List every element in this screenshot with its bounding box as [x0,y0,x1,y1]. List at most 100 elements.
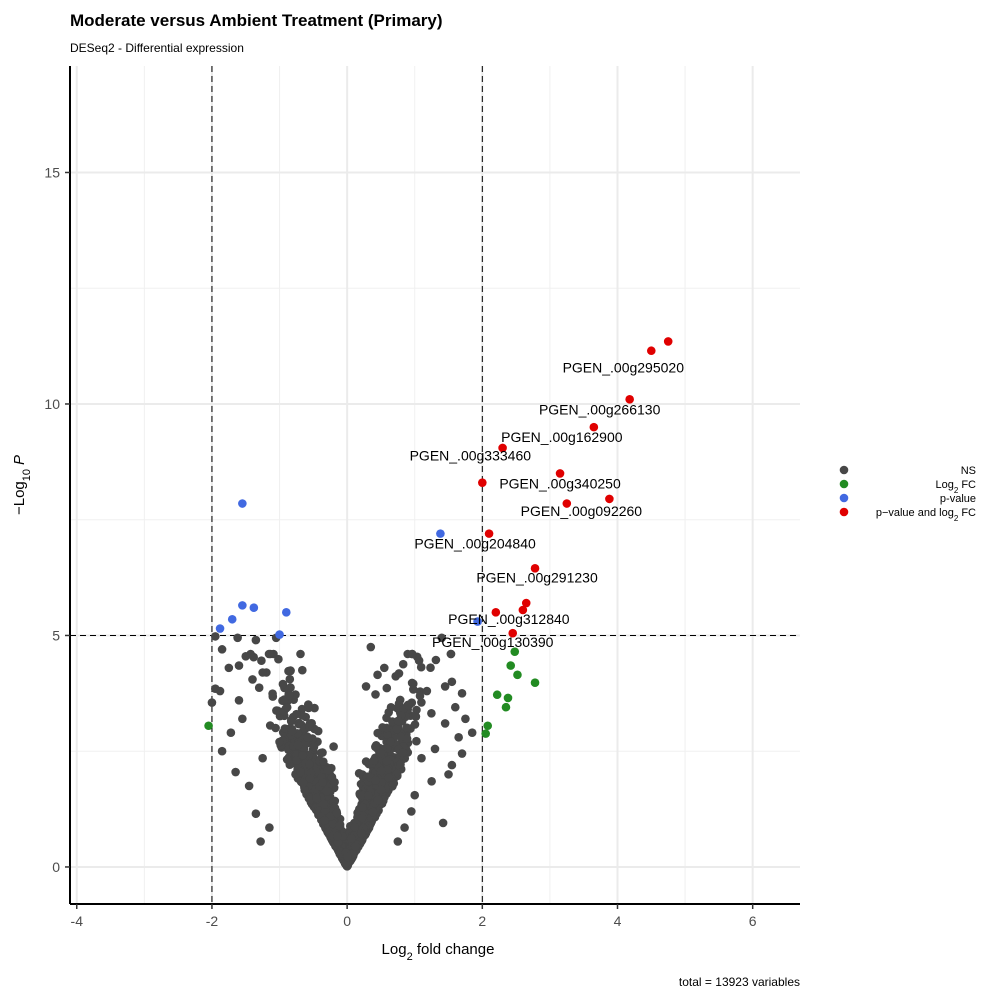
point-fc [492,690,502,700]
point-ns [361,682,371,691]
point-ns [251,635,261,645]
point-p [281,608,291,617]
point-p [249,603,259,612]
point-ns [256,837,265,846]
point-fc [481,729,490,738]
point-ns [431,655,441,665]
point-p [473,617,482,626]
legend-key-fc [839,479,849,489]
point-ns [292,756,301,765]
point-ns [282,703,292,712]
tick-labels: -4 -2 0 2 4 6 0 5 10 15 [44,164,756,929]
point-ns [371,776,380,785]
point-ns [407,807,416,816]
point-pfc [646,346,656,356]
point-ns [351,842,360,851]
point-ns [437,633,447,643]
point-ns [357,813,367,823]
point-fc [204,721,213,731]
point-ns [273,706,282,715]
point-ns [403,700,413,710]
point-label: PGEN_.00g266130 [539,401,661,417]
point-ns [373,728,383,738]
point-ns [333,832,342,841]
point-ns [358,803,368,812]
point-ns [461,714,470,724]
point-ns [257,656,266,665]
point-ns [410,790,420,800]
chart-title: Moderate versus Ambient Treatment (Prima… [70,11,443,30]
point-ns [335,821,344,831]
x-tick-label: 0 [343,913,351,929]
point-ns [444,770,453,779]
point-ns [234,695,244,705]
point-ns [321,806,330,815]
point-ns [298,665,307,675]
point-labels: PGEN_.00g295020 PGEN_.00g266130 PGEN_.00g1… [410,360,685,650]
point-pfc [589,422,599,432]
point-ns [454,733,463,742]
point-p [238,601,247,610]
point-ns [319,757,328,766]
point-pfc [530,564,540,573]
point-ns [376,785,386,794]
point-fc [530,678,540,687]
y-tick-label: 5 [52,627,60,643]
point-ns [298,751,308,760]
point-ns [382,683,392,693]
point-pfc [491,608,501,617]
point-ns [248,675,257,684]
point-ns [300,785,310,795]
point-ns [446,649,456,659]
point-ns [238,714,247,724]
point-ns [457,749,467,758]
point-ns [211,632,220,641]
caption: total = 13923 variables [679,975,800,989]
point-label: PGEN_.00g340250 [499,475,621,491]
point-p [238,499,247,508]
point-ns [332,808,342,818]
point-ns [393,837,403,846]
point-pfc [508,628,518,638]
point-ns [447,677,457,687]
point-pfc [555,469,565,478]
point-ns [293,740,303,750]
point-ns [330,777,339,787]
x-tick-label: -4 [71,913,84,929]
y-tick-label: 15 [44,164,60,180]
point-pfc [663,337,673,346]
point-ns [303,733,312,742]
point-fc [506,661,516,670]
point-ns [234,661,244,670]
point-ns [382,756,392,766]
point-ns [373,795,383,805]
point-label: PGEN_.00g130390 [432,634,554,650]
point-ns [278,679,288,689]
chart-subtitle: DESeq2 - Differential expression [70,41,244,55]
legend-label: Log2 FC [935,479,976,495]
point-ns [305,719,315,728]
point-ns [215,686,225,696]
point-ns [343,852,352,861]
x-tick-label: 6 [749,913,757,929]
point-p [275,630,284,639]
point-ns [402,734,412,743]
point-ns [258,753,267,763]
point-ns [217,645,227,654]
point-ns [450,702,460,712]
point-fc [483,721,493,731]
point-ns [217,746,227,756]
point-ns [417,753,426,763]
point-ns [241,652,251,661]
point-ns [440,682,450,691]
point-ns [394,669,404,678]
legend-key-pfc [839,507,849,517]
point-ns [249,652,258,662]
point-ns [457,689,467,698]
point-pfc [518,605,528,615]
point-ns [400,823,409,832]
point-fc [501,702,511,712]
point-ns [371,742,380,752]
point-pfc [562,499,572,508]
